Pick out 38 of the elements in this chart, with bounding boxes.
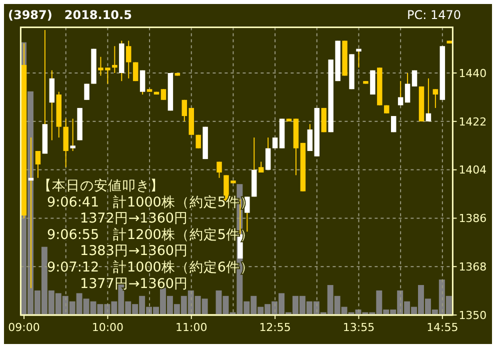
chart-title: (3987) 2018.10.5	[8, 8, 132, 22]
candlestick	[140, 70, 146, 96]
x-tick-label: 10:00	[92, 321, 124, 334]
candlestick	[112, 46, 118, 74]
candlestick	[196, 134, 201, 149]
annotation: 1383円→1360円	[80, 243, 188, 260]
candlestick	[412, 70, 418, 87]
candlestick	[272, 137, 278, 149]
candlestick	[356, 48, 362, 68]
chart-subtitle: PC: 1470	[406, 8, 461, 22]
annotation: 【本日の安値叩き】	[38, 178, 164, 194]
candlestick	[390, 116, 396, 133]
candlestick	[182, 99, 188, 122]
candlestick	[307, 124, 313, 152]
y-tick-label: 1350	[458, 308, 487, 322]
y-tick-label: 1440	[458, 66, 487, 80]
y-tick-label: 1422	[458, 115, 487, 128]
x-tick-label: 13:55	[342, 321, 375, 334]
candlestick	[398, 80, 404, 106]
x-tick-label: 14:55	[426, 321, 458, 334]
annotation: 1377円→1360円	[80, 276, 188, 292]
candlestick	[126, 40, 132, 79]
x-tick-label: 12:55	[259, 321, 291, 334]
candlestick	[426, 78, 432, 122]
y-tick-label: 1404	[458, 164, 487, 177]
candlestick	[265, 137, 271, 170]
candlestick	[35, 150, 41, 178]
annotation: 1372円→1360円	[80, 210, 188, 227]
candlestick	[84, 83, 90, 100]
y-tick-label: 1386	[458, 212, 487, 226]
y-tick-label: 1368	[458, 260, 487, 274]
candlestick	[404, 72, 410, 104]
x-tick-label: 09:00	[8, 321, 40, 334]
candlestick	[160, 88, 166, 100]
candlestick	[432, 88, 438, 108]
candlestick	[258, 161, 264, 173]
x-tick-label: 11:00	[176, 321, 208, 334]
candlestick	[216, 161, 222, 178]
